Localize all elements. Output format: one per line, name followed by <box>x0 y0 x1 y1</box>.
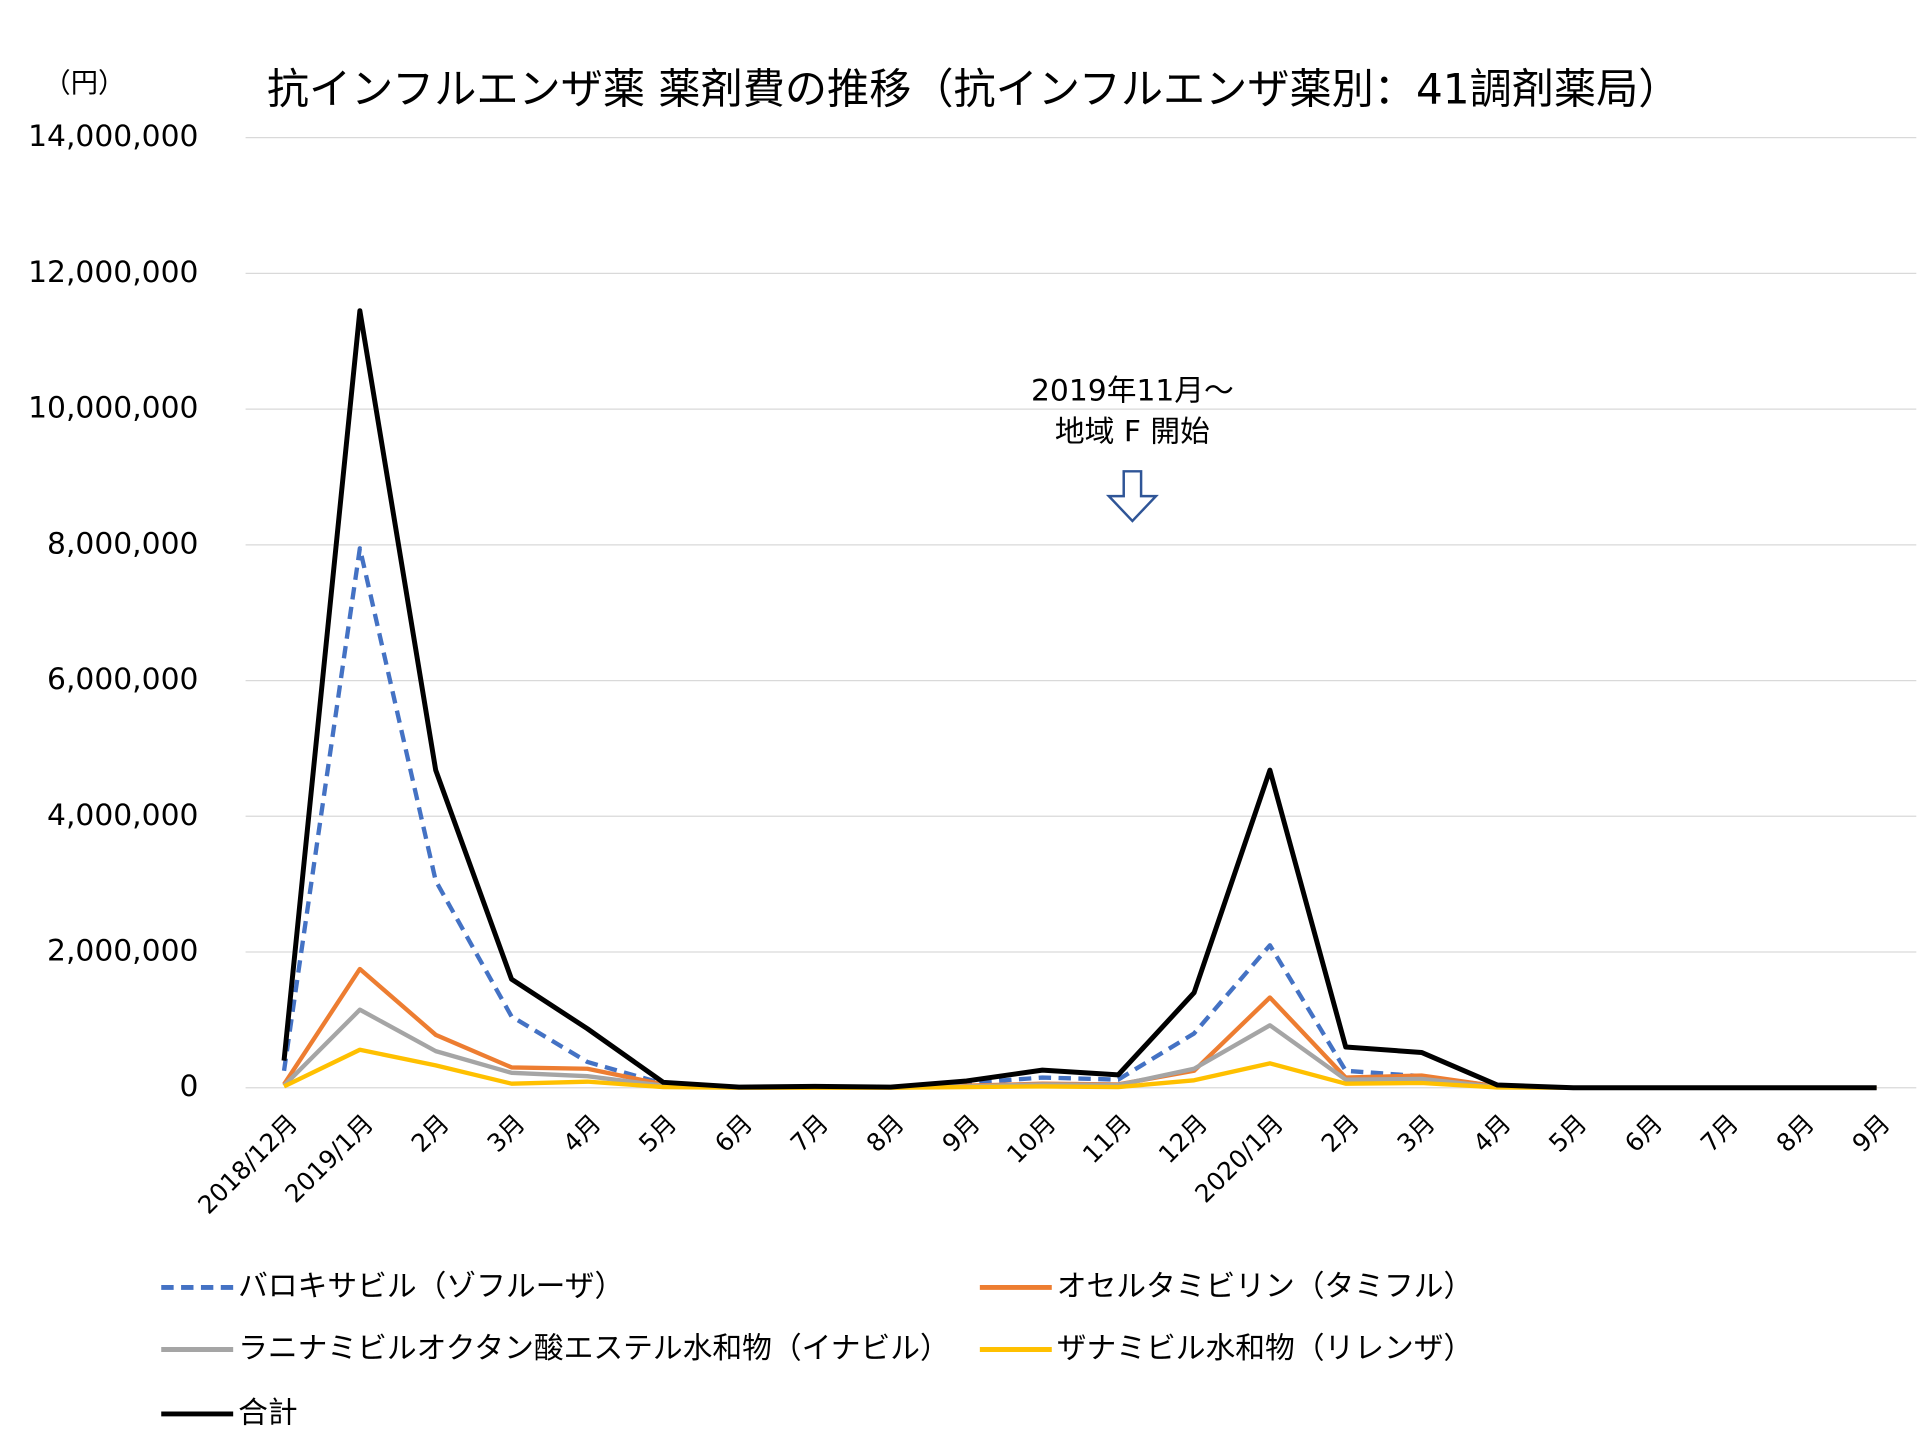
x-tick-label: 11月 <box>1077 1109 1137 1169</box>
x-tick-label: 7月 <box>1695 1109 1744 1158</box>
legend-label: バロキサビル（ゾフルーザ） <box>238 1269 624 1304</box>
x-tick-label: 12月 <box>1153 1109 1213 1169</box>
legend-label: ザナミビル水和物（リレンザ） <box>1057 1331 1474 1366</box>
x-tick-label: 9月 <box>936 1109 985 1158</box>
series-line <box>281 308 1877 1091</box>
annotation-arrow <box>1105 470 1159 523</box>
y-tick-label: 4,000,000 <box>47 798 198 833</box>
legend-label: オセルタミビリン（タミフル） <box>1057 1269 1474 1304</box>
x-tick-label: 5月 <box>1543 1109 1592 1158</box>
series-line <box>281 546 1877 1090</box>
legend-label: 合計 <box>238 1395 298 1430</box>
x-tick-label: 2月 <box>1316 1109 1365 1158</box>
x-tick-label: 2月 <box>406 1109 455 1158</box>
x-tick-label: 6月 <box>1619 1109 1668 1158</box>
x-tick-label: 5月 <box>633 1109 682 1158</box>
x-tick-label: 9月 <box>1847 1109 1896 1158</box>
x-tick-label: 10月 <box>1001 1109 1061 1169</box>
chart-title: 抗インフルエンザ薬 薬剤費の推移（抗インフルエンザ薬別：41調剤薬局） <box>267 64 1681 113</box>
y-axis-label: （円） <box>43 68 125 99</box>
y-tick-label: 6,000,000 <box>47 662 198 697</box>
y-tick-label: 14,000,000 <box>28 119 198 154</box>
x-tick-label: 3月 <box>1391 1109 1440 1158</box>
annotation: 2019年11月～ <box>1031 373 1234 408</box>
legend-label: ラニナミビルオクタン酸エステル水和物（イナビル） <box>238 1331 950 1366</box>
x-tick-label: 8月 <box>861 1109 910 1158</box>
x-tick-label: 8月 <box>1771 1109 1820 1158</box>
y-tick-label: 0 <box>180 1069 199 1104</box>
y-tick-label: 8,000,000 <box>47 526 198 561</box>
y-tick-label: 2,000,000 <box>47 934 198 969</box>
x-tick-label: 3月 <box>481 1109 530 1158</box>
x-tick-label: 4月 <box>1467 1109 1516 1158</box>
annotation: 地域 F 開始 <box>1055 414 1210 449</box>
y-tick-label: 10,000,000 <box>28 391 198 426</box>
x-tick-label: 6月 <box>709 1109 758 1158</box>
x-tick-label: 4月 <box>557 1109 606 1158</box>
x-tick-label: 2018/12月 <box>192 1109 303 1220</box>
y-tick-label: 12,000,000 <box>28 255 198 290</box>
x-tick-label: 7月 <box>785 1109 834 1158</box>
